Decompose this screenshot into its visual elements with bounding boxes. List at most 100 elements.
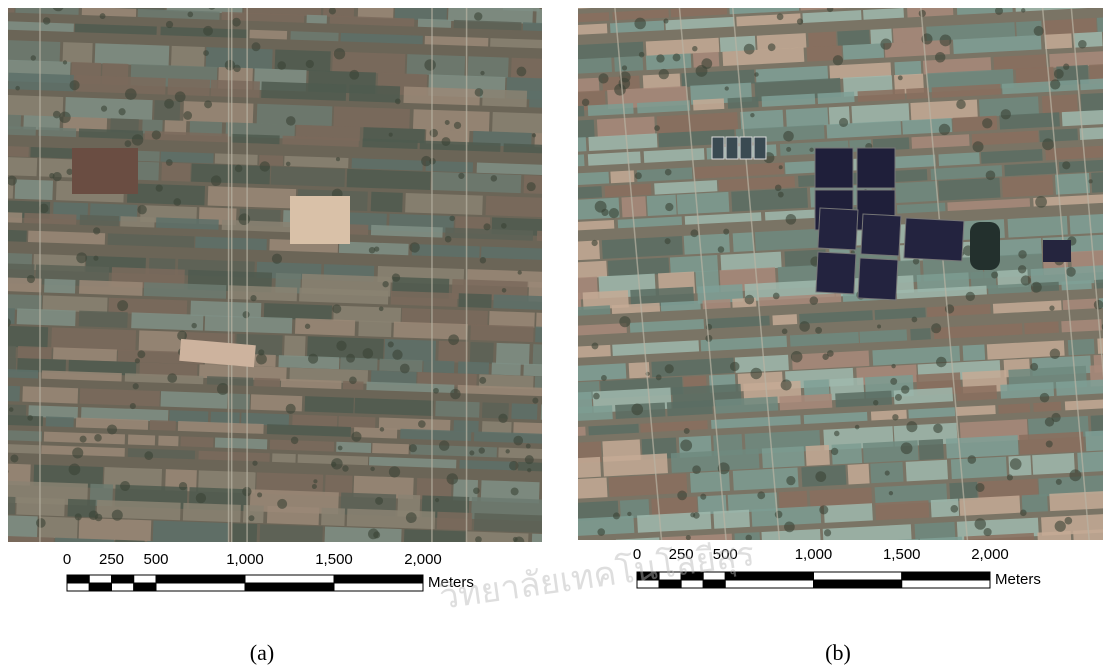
pond (754, 137, 766, 159)
field (1092, 564, 1103, 580)
field (893, 27, 924, 43)
field (728, 97, 759, 109)
field (1033, 402, 1061, 412)
field (1024, 321, 1059, 334)
field (0, 552, 27, 570)
field (496, 343, 530, 365)
tree (2, 433, 8, 439)
field (324, 526, 401, 550)
field (158, 436, 178, 447)
field (486, 196, 565, 218)
field (232, 523, 257, 545)
field (307, 15, 327, 24)
scale-label: 1,500 (315, 551, 353, 568)
field (871, 410, 907, 421)
scale-label: 1,500 (883, 546, 921, 563)
scale-label: 500 (143, 551, 168, 568)
scale-segment (814, 580, 902, 588)
field (44, 279, 75, 294)
scale-segment (334, 583, 423, 591)
field (17, 308, 76, 326)
scale-segment (112, 583, 134, 591)
scale-segment (112, 575, 134, 583)
field (564, 0, 618, 9)
field (0, 156, 37, 176)
field (910, 328, 931, 340)
field (733, 232, 754, 252)
scale-segment (902, 580, 990, 588)
field (80, 388, 160, 406)
field (127, 183, 205, 205)
tree (1026, 3, 1031, 8)
scale-segment (134, 575, 156, 583)
field (946, 435, 1019, 458)
field (372, 443, 409, 454)
field (835, 391, 892, 408)
scale-unit: Meters (995, 571, 1041, 588)
field (529, 91, 584, 109)
scale-segment (156, 575, 245, 583)
scale-segment (134, 583, 156, 591)
field (875, 500, 929, 520)
field (0, 344, 16, 358)
field (536, 313, 574, 329)
field (161, 162, 190, 181)
field (779, 394, 832, 411)
field (894, 61, 921, 76)
scale-segment (89, 575, 111, 583)
field (95, 43, 170, 66)
field (614, 56, 643, 72)
field (167, 78, 210, 96)
field (404, 529, 466, 552)
scale-label: 250 (99, 551, 124, 568)
field (0, 229, 27, 242)
field (76, 75, 166, 95)
field (290, 31, 338, 41)
field (79, 280, 143, 296)
scale-segment (156, 583, 245, 591)
field (0, 276, 42, 292)
field (423, 360, 454, 373)
field (412, 244, 480, 258)
field (1085, 429, 1103, 451)
field (735, 355, 789, 373)
watermark: วิทยาลัยเทคโนโลยีสุร (437, 534, 757, 618)
scale-label: 2,000 (404, 551, 442, 568)
field (65, 97, 153, 120)
field (323, 1, 354, 17)
field (603, 453, 668, 476)
field (207, 376, 253, 386)
solar-panel (815, 148, 853, 188)
field (851, 103, 909, 124)
field (548, 478, 607, 501)
pond (1043, 240, 1071, 262)
caption-a: (a) (250, 640, 274, 665)
field (180, 542, 202, 562)
field (22, 386, 78, 403)
field (482, 89, 527, 107)
scale-label: 1,000 (795, 546, 833, 563)
solar-panel (857, 148, 895, 188)
scale-segment (89, 583, 111, 591)
field (677, 192, 730, 215)
field (80, 215, 120, 227)
field (79, 311, 128, 328)
field (205, 315, 293, 334)
field (458, 293, 491, 308)
field (31, 555, 79, 572)
field (762, 446, 805, 468)
field (470, 342, 494, 364)
field (24, 213, 76, 225)
field (210, 80, 259, 98)
field (0, 0, 46, 7)
field (808, 32, 836, 48)
field (951, 457, 1007, 479)
field (824, 503, 873, 523)
field (906, 88, 929, 100)
field (261, 81, 346, 100)
field (569, 186, 602, 199)
field (418, 19, 451, 28)
scale-segment (814, 572, 902, 580)
caption-b: (b) (825, 640, 851, 665)
field (403, 86, 480, 105)
